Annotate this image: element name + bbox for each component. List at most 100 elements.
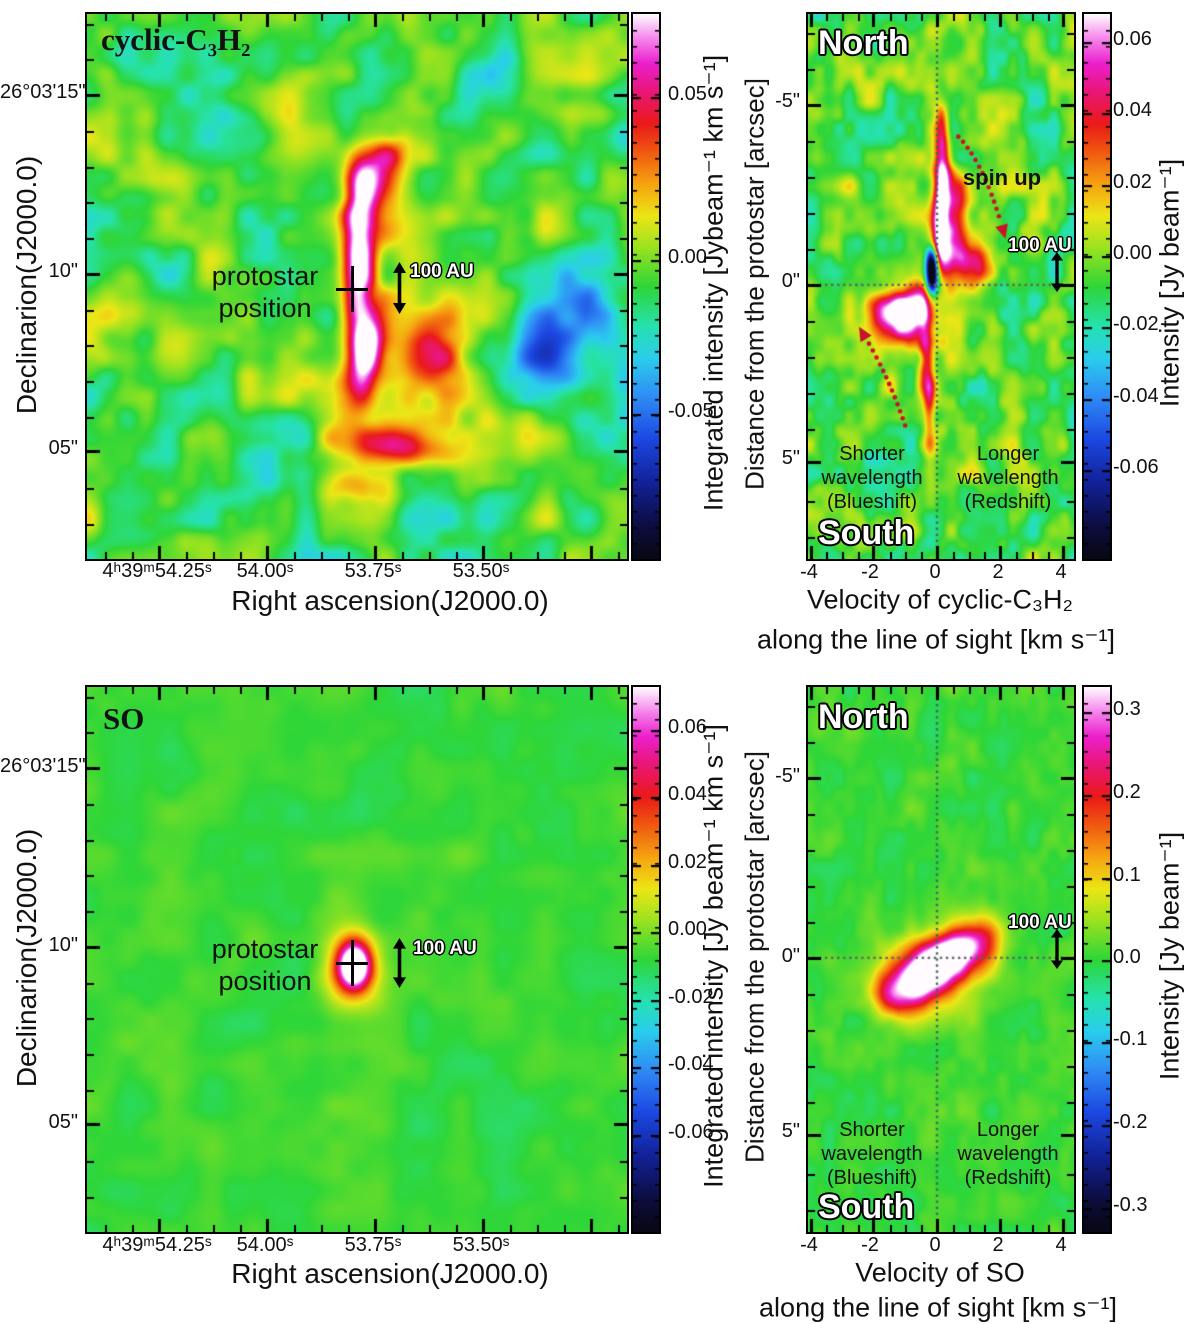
scale-label: 100 AU <box>1008 235 1072 256</box>
so-map-heatmap <box>85 685 629 1234</box>
redshift-annotation: Longer wavelength (Redshift) <box>928 1118 1088 1190</box>
velocity-tick-label: -2 <box>861 1234 879 1256</box>
velocity-tick-label: 0 <box>929 1234 941 1256</box>
redshift-annotation: Longer wavelength (Redshift) <box>928 442 1088 514</box>
colorbar-title: Intensity [Jy beam⁻¹] <box>1154 158 1185 408</box>
colorbar-tick-label: -0.06 <box>668 1121 714 1143</box>
colorbar-tick-label: -0.2 <box>1113 1111 1148 1133</box>
redshift-line1: Longer <box>976 443 1040 465</box>
velocity-tick-label: 4 <box>1055 1234 1067 1256</box>
north-label: North <box>818 24 909 62</box>
north-label: North <box>818 698 909 736</box>
dec-tick-label: 26°03'15" <box>0 755 86 777</box>
colorbar-tick-label: -0.02 <box>1113 313 1159 335</box>
blueshift-line1: Shorter <box>839 1119 905 1141</box>
ra-tick-label: 54.00ˢ <box>236 560 294 582</box>
colorbar-tick-label: 0.04 <box>668 783 707 805</box>
distance-tick-label: 5" <box>781 447 800 469</box>
blueshift-line2: wavelength <box>821 1143 923 1165</box>
redshift-line1: Longer <box>976 1119 1040 1141</box>
redshift-line2: wavelength <box>957 1143 1059 1165</box>
colorbar-title: Integrated intensity [Jybeam⁻¹ km s⁻¹] <box>698 54 729 512</box>
colorbar-tick-label: 0.0 <box>1113 946 1141 968</box>
colorbar-tick-label: 0.00 <box>668 246 707 268</box>
scale-arrow-icon <box>1050 252 1064 292</box>
protostar-annotation-line2: position <box>218 966 312 996</box>
south-label: South <box>818 1188 915 1226</box>
blueshift-line3: (Blueshift) <box>826 491 918 513</box>
dec-tick-label: 05" <box>48 1111 78 1133</box>
velocity-tick-label: 2 <box>992 561 1004 583</box>
distance-tick-label: -5" <box>775 765 800 787</box>
protostar-annotation-line1: protostar <box>211 934 319 964</box>
velocity-tick-label: -4 <box>800 561 818 583</box>
colorbar-tick-label: 0.05 <box>668 83 707 105</box>
ra-tick-label: 53.75ˢ <box>344 560 402 582</box>
velocity-tick-label: -2 <box>861 561 879 583</box>
velocity-axis-title-line2: along the line of sight [km s⁻¹] <box>757 624 1115 655</box>
blueshift-annotation: Shorter wavelength (Blueshift) <box>792 442 952 514</box>
dec-axis-title: Declinarion(J2000.0) <box>11 828 42 1088</box>
ra-tick-label: 53.50ˢ <box>452 560 510 582</box>
colorbar-tick-label: 0.00 <box>1113 242 1152 264</box>
distance-tick-label: 5" <box>781 1120 800 1142</box>
colorbar-tick-label: 0.1 <box>1113 864 1141 886</box>
ra-tick-label: 4ʰ39ᵐ54.25ˢ <box>102 560 212 582</box>
so-map-colorbar <box>631 685 661 1234</box>
protostar-annotation: protostar position <box>165 933 365 997</box>
colorbar-tick-label: 0.06 <box>1113 28 1152 50</box>
ra-tick-label: 53.75ˢ <box>344 1234 402 1256</box>
redshift-line3: (Redshift) <box>964 1167 1052 1189</box>
distance-axis-title: Distance from the protostar [arcsec] <box>739 751 770 1163</box>
ra-tick-label: 54.00ˢ <box>236 1234 294 1256</box>
velocity-axis-title-line2: along the line of sight [km s⁻¹] <box>759 1292 1117 1323</box>
colorbar-title: Integrated intensity [Jy beam⁻¹ km s⁻¹] <box>698 724 729 1188</box>
distance-tick-label: 0" <box>781 945 800 967</box>
colorbar-tick-label: 0.06 <box>668 716 707 738</box>
colorbar-tick-label: -0.04 <box>668 1053 714 1075</box>
colorbar-tick-label: -0.04 <box>1113 385 1159 407</box>
ra-axis-title: Right ascension(J2000.0) <box>231 1258 549 1289</box>
protostar-cross-marker <box>336 266 368 312</box>
spin-up-annotation: spin up <box>962 165 1042 190</box>
redshift-line3: (Redshift) <box>964 491 1052 513</box>
colorbar-tick-label: 0.04 <box>1113 99 1152 121</box>
blueshift-line1: Shorter <box>839 443 905 465</box>
blueshift-line3: (Blueshift) <box>826 1167 918 1189</box>
dec-tick-label: 26°03'15" <box>0 81 86 103</box>
velocity-tick-label: -4 <box>800 1234 818 1256</box>
scale-arrow-icon <box>1050 929 1064 969</box>
c3h2-map-colorbar <box>631 12 661 561</box>
protostar-annotation-line2: position <box>218 293 312 323</box>
colorbar-tick-label: 0.2 <box>1113 781 1141 803</box>
dec-tick-label: 10" <box>48 260 78 282</box>
blueshift-line2: wavelength <box>821 467 923 489</box>
scale-arrow-icon <box>393 938 406 988</box>
colorbar-tick-label: -0.05 <box>668 400 714 422</box>
colorbar-tick-label: -0.3 <box>1113 1194 1148 1216</box>
distance-tick-label: 0" <box>781 270 800 292</box>
velocity-tick-label: 2 <box>992 1234 1004 1256</box>
dec-tick-label: 10" <box>48 934 78 956</box>
protostar-cross-marker <box>336 940 368 986</box>
distance-axis-title: Distance from the protostar [arcsec] <box>739 78 770 490</box>
scale-arrow-icon <box>393 262 406 314</box>
redshift-line2: wavelength <box>957 467 1059 489</box>
c3h2-pv-heatmap <box>806 12 1076 561</box>
colorbar-tick-label: 0.00 <box>668 918 707 940</box>
blueshift-annotation: Shorter wavelength (Blueshift) <box>792 1118 952 1190</box>
scale-label: 100 AU <box>410 261 474 282</box>
colorbar-tick-label: -0.1 <box>1113 1028 1148 1050</box>
dec-tick-label: 05" <box>48 437 78 459</box>
dec-axis-title: Declinarion(J2000.0) <box>11 155 42 415</box>
so-pv-heatmap <box>806 685 1076 1234</box>
colorbar-tick-label: -0.06 <box>1113 456 1159 478</box>
colorbar-tick-label: -0.02 <box>668 986 714 1008</box>
scale-label: 100 AU <box>413 938 477 959</box>
so-map-title: SO <box>103 701 145 736</box>
so-pv-colorbar <box>1082 685 1112 1234</box>
scale-label: 100 AU <box>1008 912 1072 933</box>
distance-tick-label: -5" <box>775 90 800 112</box>
c3h2-map-heatmap <box>85 12 629 561</box>
